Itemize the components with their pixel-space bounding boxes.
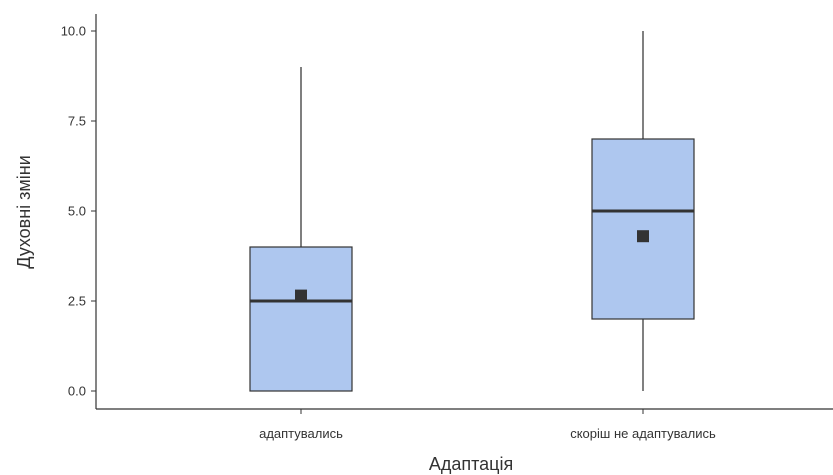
mean-marker — [637, 230, 649, 243]
x-axis-title: Адаптація — [429, 454, 513, 474]
x-axis: адаптувались скоріш не адаптувались — [96, 408, 833, 441]
x-tick-label: скоріш не адаптувались — [570, 426, 716, 441]
y-tick-label: 7.5 — [68, 114, 86, 129]
box-1 — [249, 67, 353, 392]
y-tick-label: 0.0 — [68, 384, 86, 399]
y-axis: 0.0 2.5 5.0 7.5 10.0 — [61, 14, 97, 409]
iqr-box — [591, 138, 695, 320]
x-tick-label: адаптувались — [259, 426, 343, 441]
boxes — [249, 31, 695, 392]
y-axis-title: Духовні зміни — [14, 155, 34, 269]
box-2 — [591, 31, 695, 391]
y-tick-label: 10.0 — [61, 24, 86, 39]
y-tick-label: 5.0 — [68, 204, 86, 219]
iqr-box — [249, 246, 353, 392]
mean-marker — [295, 289, 307, 302]
y-tick-label: 2.5 — [68, 294, 86, 309]
